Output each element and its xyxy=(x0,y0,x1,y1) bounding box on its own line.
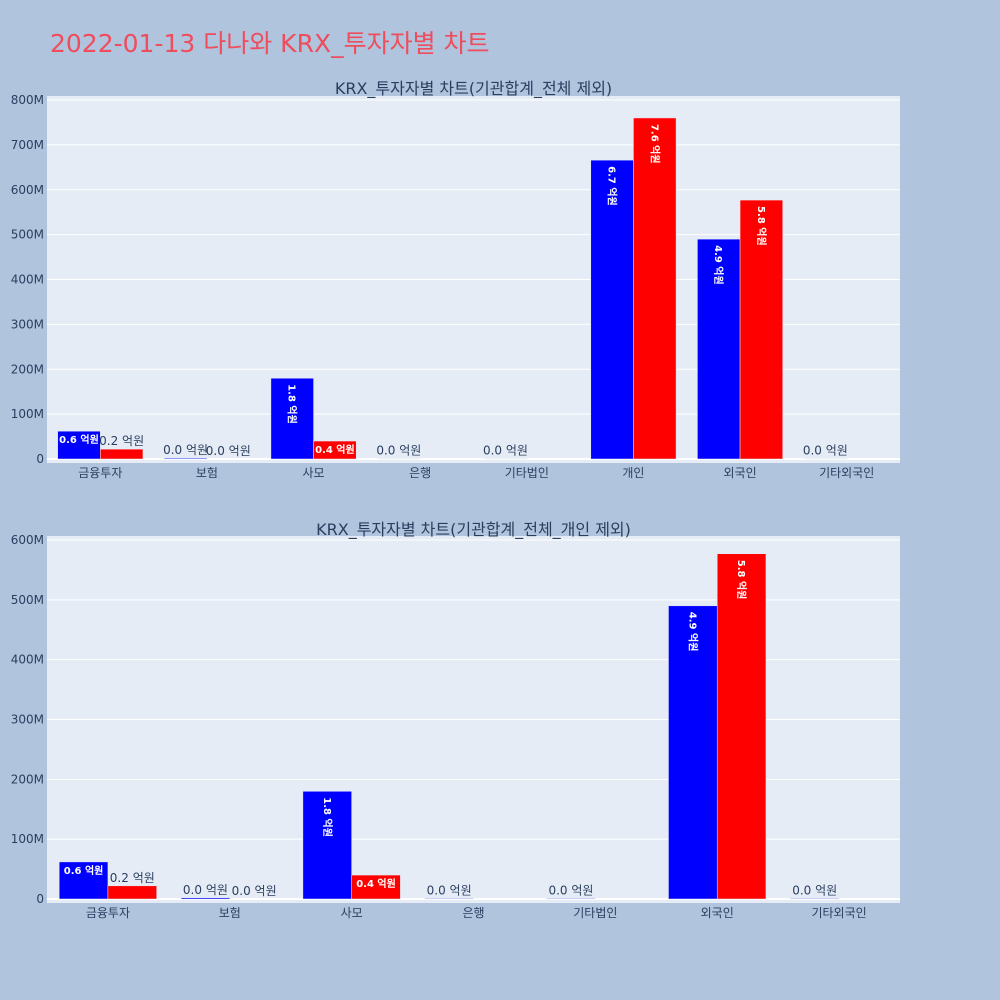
data-label: 0.0 억원 xyxy=(803,444,848,458)
y-tick-label: 800M xyxy=(11,93,44,107)
x-tick-label: 은행 xyxy=(409,465,431,480)
bar xyxy=(351,874,401,900)
y-tick-label: 400M xyxy=(11,653,44,667)
data-label: 0.6 억원 xyxy=(64,864,104,877)
bar xyxy=(697,238,741,460)
y-tick-label: 100M xyxy=(11,407,44,421)
y-tick-label: 700M xyxy=(11,138,44,152)
x-tick-label: 은행 xyxy=(462,905,484,920)
y-tick-label: 200M xyxy=(11,362,44,376)
bar xyxy=(739,199,783,460)
data-label: 1.8 억원 xyxy=(321,797,334,837)
bar xyxy=(180,897,231,900)
data-label: 4.9 억원 xyxy=(712,245,725,285)
data-label: 0.0 억원 xyxy=(163,443,208,457)
y-tick-label: 400M xyxy=(11,273,44,287)
bar xyxy=(58,861,109,900)
data-label: 0.0 억원 xyxy=(792,883,837,897)
data-label: 0.4 억원 xyxy=(356,877,396,890)
data-label: 5.8 억원 xyxy=(735,560,748,600)
data-label: 4.9 억원 xyxy=(686,612,699,652)
chart-1: 0 100M 200M 300M 400M 500M 600M 700M 800M KRX_투자자… xyxy=(11,79,900,480)
x-tick-label: 사모 xyxy=(303,466,325,480)
data-label: 0.0 억원 xyxy=(483,444,528,458)
bar xyxy=(107,885,157,900)
y-tick-label: 600M xyxy=(11,533,44,547)
page-title: 2022-01-13 다나와 KRX_투자자별 차트 xyxy=(50,29,490,58)
chart-2: 0 100M 200M 300M 400M 500M 600M KRX_투자자별 차트(기관합… xyxy=(11,520,900,920)
data-label: 0.0 억원 xyxy=(376,444,421,458)
y-tick-label: 100M xyxy=(11,832,44,846)
bar xyxy=(424,898,474,900)
y-tick-label: 0 xyxy=(36,892,44,906)
data-label: 5.8 억원 xyxy=(755,206,768,246)
x-tick-label: 기타법인 xyxy=(573,906,617,920)
x-tick-label: 금융투자 xyxy=(86,906,130,920)
x-tick-label: 외국인 xyxy=(724,466,757,480)
subplot-title: KRX_투자자별 차트(기관합계_전체_개인 제외) xyxy=(316,520,631,540)
x-tick-label: 금융투자 xyxy=(78,466,122,480)
bar xyxy=(164,457,208,460)
bar xyxy=(57,430,101,460)
bar xyxy=(270,377,314,460)
x-tick-label: 개인 xyxy=(622,466,644,480)
data-label: 6.7 억원 xyxy=(606,166,619,206)
y-tick-label: 0 xyxy=(36,452,44,466)
data-label: 0.0 억원 xyxy=(548,883,593,897)
bar xyxy=(302,791,352,900)
data-label: 0.0 억원 xyxy=(183,883,228,897)
data-label: 0.6 억원 xyxy=(59,433,99,446)
x-tick-label: 외국인 xyxy=(701,906,734,920)
data-label: 0.0 억원 xyxy=(427,883,472,897)
y-tick-label: 500M xyxy=(11,228,44,242)
data-label: 0.2 억원 xyxy=(110,871,155,885)
data-label: 1.8 억원 xyxy=(286,384,299,424)
bar xyxy=(716,553,767,900)
x-tick-label: 보험 xyxy=(219,906,241,920)
bar xyxy=(100,448,144,460)
y-tick-label: 300M xyxy=(11,713,44,727)
bar xyxy=(590,159,634,460)
x-tick-label: 기타법인 xyxy=(505,466,549,480)
bar xyxy=(668,605,718,900)
subplot-title: KRX_투자자별 차트(기관합계_전체 제외) xyxy=(335,79,612,99)
x-tick-label: 기타외국인 xyxy=(811,906,866,920)
bar xyxy=(313,440,357,460)
data-label: 0.2 억원 xyxy=(99,434,144,448)
data-label: 7.6 억원 xyxy=(648,124,661,164)
x-tick-label: 사모 xyxy=(341,906,363,920)
x-tick-label: 보험 xyxy=(196,466,218,480)
data-label: 0.0 억원 xyxy=(232,884,277,898)
y-tick-label: 200M xyxy=(11,772,44,786)
data-label: 0.4 억원 xyxy=(315,443,355,456)
data-label: 0.0 억원 xyxy=(206,444,251,458)
bar xyxy=(790,898,840,900)
y-tick-label: 600M xyxy=(11,183,44,197)
bar xyxy=(546,898,596,900)
bar xyxy=(633,117,677,460)
y-tick-label: 300M xyxy=(11,317,44,331)
y-tick-label: 500M xyxy=(11,593,44,607)
x-tick-label: 기타외국인 xyxy=(819,466,874,480)
